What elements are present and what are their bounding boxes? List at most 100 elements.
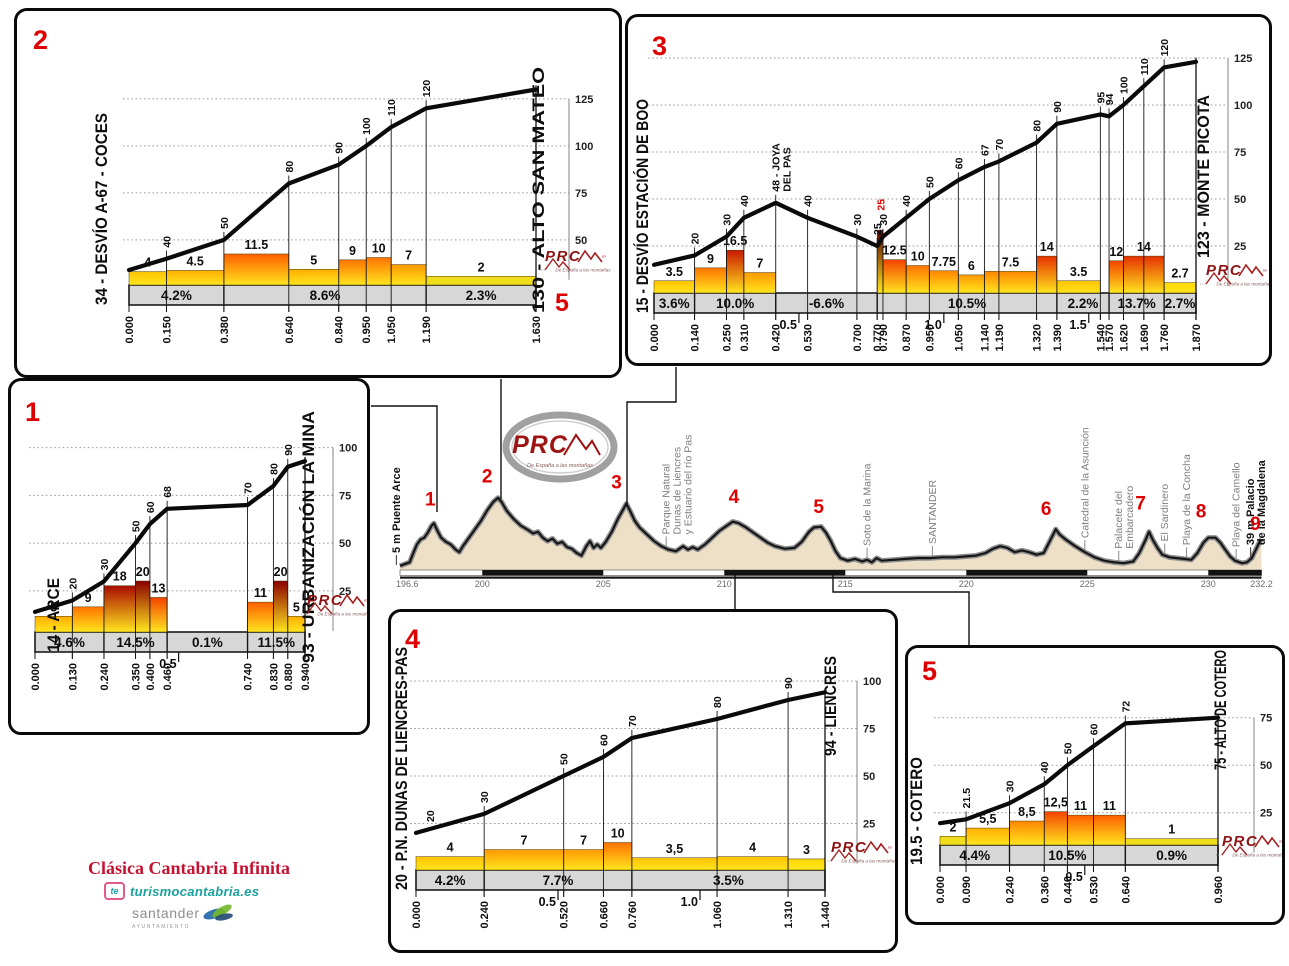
grade-label: 12,5 xyxy=(1044,796,1068,810)
climb-panel-4: 100 75 50 25 4.2% 7.7% 3.5% 4 7 7 10 3,5 4 3 0.000 0.24… xyxy=(388,609,898,953)
y-axis-label: 75 xyxy=(1260,713,1272,725)
left-title: 20 - P.N. DUNAS DE LIENCRES-PAS xyxy=(393,647,411,890)
y-axis-label: 75 xyxy=(1234,147,1246,159)
y-axis-label: 50 xyxy=(1234,194,1246,206)
percent-label: 3.6% xyxy=(659,296,690,311)
gradient-bar xyxy=(882,259,907,294)
y-axis-label: 25 xyxy=(1234,241,1246,253)
km-mark-label: 1.0 xyxy=(924,318,941,332)
elevation-label: 40 xyxy=(739,195,751,207)
distance-label: 0.640 xyxy=(284,316,296,344)
elevation-label: 40 xyxy=(1039,761,1051,773)
y-axis-label: 100 xyxy=(339,443,357,455)
climb-marker-number: 4 xyxy=(729,487,740,508)
stage-place-label: Palacete del xyxy=(1113,491,1125,549)
elevation-label: 30 xyxy=(878,214,890,226)
stage-profile: PRC De España a las montañas 196.6 200 205 21… xyxy=(378,383,1289,608)
distance-label: 1.440 xyxy=(820,901,832,929)
distance-label: 0.000 xyxy=(30,663,42,691)
elevation-label: 120 xyxy=(1159,39,1171,57)
grade-label: 14 xyxy=(1040,240,1054,254)
percent-label: 2.2% xyxy=(1068,296,1099,311)
grade-label: 8,5 xyxy=(1018,805,1035,819)
distance-label: 0.760 xyxy=(627,901,639,929)
percent-label: 4.2% xyxy=(161,288,192,303)
distance-label: 0.360 xyxy=(1039,876,1051,904)
prc-ridge-icon xyxy=(1205,271,1232,285)
left-title: 15 - DESVÍO ESTACIÓN DE BOO xyxy=(633,99,652,313)
elevation-label: 25 xyxy=(876,199,888,211)
elevation-label: 80 xyxy=(268,463,280,475)
panel-number-badge: 4 xyxy=(405,624,420,654)
gradient-bar xyxy=(1009,820,1045,846)
y-axis-label: 125 xyxy=(1234,53,1252,65)
grade-label: 12 xyxy=(1109,245,1123,259)
profile-line xyxy=(937,715,1221,826)
prc-mountains-icon xyxy=(1238,263,1264,277)
turismo-text: turismocantabria.es xyxy=(130,883,260,899)
distance-label: 1.050 xyxy=(953,324,965,352)
chart-shape xyxy=(211,904,232,918)
km-mark-label: 0.5 xyxy=(1065,870,1082,884)
stage-axis-label: 196.6 xyxy=(396,579,419,589)
grade-label: 2 xyxy=(950,820,957,834)
distance-label: 1.190 xyxy=(421,316,433,344)
grade-label: 20 xyxy=(136,565,150,579)
percent-label: 4.6% xyxy=(54,635,85,650)
distance-label: 0.940 xyxy=(300,663,312,691)
panel-number-badge: 2 xyxy=(33,25,48,55)
stage-place-label: y Estuario del río Pas xyxy=(683,435,695,535)
elevation-label: 60 xyxy=(1088,723,1100,735)
prc-mountains-icon xyxy=(577,249,603,263)
gradient-bar xyxy=(390,264,427,286)
stage-axis-label: 225 xyxy=(1080,579,1095,589)
distance-label: 0.380 xyxy=(219,316,231,344)
gradient-bar xyxy=(716,856,789,871)
prc-slogan: De España a las montañas xyxy=(1232,853,1282,858)
prc-slogan: De España a las montañas xyxy=(1216,282,1269,287)
stage-place-label: 39 m Palacio xyxy=(1245,478,1257,545)
elevation-label: 72 xyxy=(1120,701,1132,713)
gradient-bar xyxy=(247,601,274,633)
grade-label: 5 xyxy=(310,253,317,267)
grade-label: 11.5 xyxy=(245,238,269,252)
distance-label: 0.440 xyxy=(1062,876,1074,904)
climb-panel-1: 100 75 50 25 4.6% 14.5% 0.1% 11.5% 5 9 18 20 13 11 20 5… xyxy=(8,378,370,735)
elevation-label: 100 xyxy=(1119,76,1131,94)
distance-label: 1.690 xyxy=(1139,324,1151,352)
distance-label: 0.700 xyxy=(852,324,864,352)
elevation-label: 60 xyxy=(598,734,610,746)
stage-scalebar-segment xyxy=(966,570,1088,576)
elevation-label: 94 xyxy=(1104,93,1116,105)
y-axis-label: 100 xyxy=(1234,100,1252,112)
elevation-label: 67 xyxy=(979,144,991,156)
grade-band xyxy=(415,869,826,891)
prc-mountains-icon xyxy=(1254,834,1280,848)
y-axis-label: 75 xyxy=(339,490,351,502)
stage-place-label: Embarcadero xyxy=(1124,486,1136,549)
stage-axis-label: 230 xyxy=(1201,579,1216,589)
grade-label: 7 xyxy=(405,249,412,263)
gradient-bar xyxy=(273,580,289,633)
elevation-label: 25 xyxy=(872,223,884,235)
y-axis-label: 50 xyxy=(575,235,587,247)
elevation-label: 30 xyxy=(721,214,733,226)
stage-place-label: Catedral de la Asunción xyxy=(1079,427,1091,538)
elevation-label: 20 xyxy=(690,233,702,245)
prc-slogan: De España a las montañas xyxy=(841,859,895,864)
panel-number-badge: 5 xyxy=(922,656,937,686)
gradient-bar xyxy=(1163,282,1197,294)
distance-label: 1.760 xyxy=(1159,324,1171,352)
gradient-bar xyxy=(1125,838,1219,846)
y-axis-label: 50 xyxy=(863,771,875,783)
chart-text: ∞ xyxy=(364,598,367,604)
distance-label: 0.150 xyxy=(161,316,173,344)
chart-shape: santander xyxy=(132,902,238,924)
percent-label: -6.6% xyxy=(809,296,844,311)
stage-axis-label: 232.2 xyxy=(1250,579,1273,589)
distance-label: 0.240 xyxy=(99,663,111,691)
climb-marker-number: 6 xyxy=(1041,499,1052,520)
grade-label: 10 xyxy=(372,242,386,256)
distance-label: 0.310 xyxy=(739,324,751,352)
stage-place-label: 5 m Puente Arce xyxy=(391,467,403,553)
